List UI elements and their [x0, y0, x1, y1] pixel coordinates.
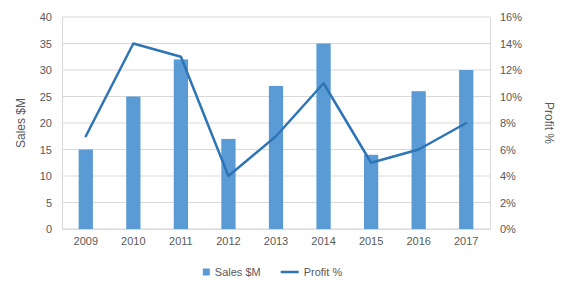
bar	[269, 86, 283, 229]
tick-label: 25	[40, 91, 52, 103]
tick: 8%	[490, 117, 516, 129]
y2-axis-title: Profit %	[542, 102, 556, 144]
axis-line	[62, 18, 63, 230]
tick: 10%	[490, 91, 522, 103]
tick-label: 14%	[500, 38, 522, 50]
bar	[221, 139, 235, 229]
tick: 6%	[490, 144, 516, 156]
tick-label: 6%	[500, 144, 516, 156]
tick-label: 8%	[500, 117, 516, 129]
grid-line	[62, 70, 490, 71]
tick-label: 2010	[121, 235, 145, 247]
legend: Sales $M Profit %	[203, 266, 343, 278]
tick: 35	[40, 38, 62, 50]
axis-line	[490, 18, 491, 230]
tick: 4%	[490, 170, 516, 182]
tick: 16%	[490, 11, 522, 23]
x-axis: 2009 2010 2011 2012 2013 2014 2015 2016 2017	[63, 229, 491, 247]
y-axis-title: Sales $M	[14, 98, 28, 148]
bar	[126, 97, 140, 230]
tick: 2009	[74, 229, 98, 247]
tick: 5	[46, 197, 62, 209]
y2-axis: 0% 2% 4% 6% 8% 10% 12% 14% 16%	[490, 11, 522, 235]
tick: 0%	[490, 223, 516, 235]
y-axis: 0 5 10 15 20 25 30 35 40	[40, 11, 63, 235]
grid-line	[62, 43, 490, 44]
tick-label: 2011	[169, 235, 193, 247]
tick-label: 2009	[74, 235, 98, 247]
tick-label: 12%	[500, 64, 522, 76]
tick-label: 4%	[500, 170, 516, 182]
tick-label: 40	[40, 11, 52, 23]
axis-line	[63, 229, 491, 230]
bar	[364, 155, 378, 229]
tick: 2010	[121, 229, 145, 247]
tick: 14%	[490, 38, 522, 50]
tick: 15	[40, 144, 62, 156]
legend-swatch	[203, 269, 210, 276]
marks	[79, 44, 474, 230]
tick-label: 35	[40, 38, 52, 50]
tick: 2016	[406, 229, 430, 247]
tick-label: 15	[40, 144, 52, 156]
tick-label: 2014	[311, 235, 335, 247]
tick-label: 10	[40, 170, 52, 182]
tick-label: 5	[46, 197, 52, 209]
tick: 12%	[490, 64, 522, 76]
tick-label: 16%	[500, 11, 522, 23]
tick-label: 30	[40, 64, 52, 76]
bar	[174, 59, 188, 229]
tick: 25	[40, 91, 62, 103]
legend-label: Sales $M	[215, 266, 261, 278]
tick: 0	[46, 223, 62, 235]
bar	[79, 150, 93, 230]
tick-label: 0%	[500, 223, 516, 235]
chart: 2009201020112012201320142015201620170510…	[0, 0, 565, 298]
tick: 30	[40, 64, 62, 76]
tick-label: 2012	[216, 235, 240, 247]
tick: 20	[40, 117, 62, 129]
tick-label: 2015	[359, 235, 383, 247]
bar	[412, 91, 426, 229]
tick: 2%	[490, 197, 516, 209]
grid	[62, 17, 490, 229]
tick-label: 2017	[454, 235, 478, 247]
tick: 2012	[216, 229, 240, 247]
legend-item: Profit %	[281, 266, 343, 278]
tick: 2015	[359, 229, 383, 247]
tick-label: 10%	[500, 91, 522, 103]
tick: 10	[40, 170, 62, 182]
tick: 2011	[169, 229, 193, 247]
tick: 40	[40, 11, 62, 23]
tick: 2014	[311, 229, 335, 247]
tick-label: 2%	[500, 197, 516, 209]
legend-swatch	[281, 271, 299, 274]
grid-line	[62, 17, 490, 18]
tick-label: 2016	[406, 235, 430, 247]
legend-item: Sales $M	[203, 266, 261, 278]
tick-label: 2013	[264, 235, 288, 247]
bar	[316, 44, 330, 230]
tick-label: 20	[40, 117, 52, 129]
legend-label: Profit %	[304, 266, 343, 278]
tick-label: 0	[46, 223, 52, 235]
tick: 2013	[264, 229, 288, 247]
bar	[459, 70, 473, 229]
tick: 2017	[454, 229, 478, 247]
plot-area: 2009201020112012201320142015201620170510…	[40, 11, 522, 247]
line	[86, 44, 466, 177]
